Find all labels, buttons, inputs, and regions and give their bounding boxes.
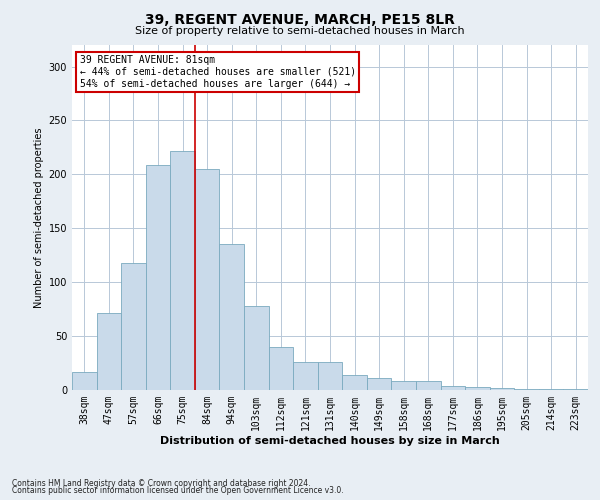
Bar xyxy=(72,372,97,390)
Bar xyxy=(146,164,170,390)
Bar xyxy=(367,378,391,390)
Bar xyxy=(391,382,416,390)
Bar xyxy=(293,362,318,390)
Bar xyxy=(318,362,342,390)
Bar xyxy=(342,375,367,390)
Bar xyxy=(121,263,146,390)
Bar xyxy=(244,306,269,390)
Bar xyxy=(220,244,244,390)
Bar xyxy=(195,169,220,390)
Bar xyxy=(440,386,465,390)
Text: Contains HM Land Registry data © Crown copyright and database right 2024.: Contains HM Land Registry data © Crown c… xyxy=(12,478,311,488)
Text: Size of property relative to semi-detached houses in March: Size of property relative to semi-detach… xyxy=(135,26,465,36)
Bar xyxy=(563,389,588,390)
X-axis label: Distribution of semi-detached houses by size in March: Distribution of semi-detached houses by … xyxy=(160,436,500,446)
Text: 39, REGENT AVENUE, MARCH, PE15 8LR: 39, REGENT AVENUE, MARCH, PE15 8LR xyxy=(145,12,455,26)
Bar xyxy=(170,150,195,390)
Text: 39 REGENT AVENUE: 81sqm
← 44% of semi-detached houses are smaller (521)
54% of s: 39 REGENT AVENUE: 81sqm ← 44% of semi-de… xyxy=(80,56,356,88)
Bar xyxy=(539,389,563,390)
Bar xyxy=(97,314,121,390)
Y-axis label: Number of semi-detached properties: Number of semi-detached properties xyxy=(34,127,44,308)
Bar xyxy=(416,382,440,390)
Bar xyxy=(490,388,514,390)
Bar xyxy=(269,347,293,390)
Bar xyxy=(465,387,490,390)
Text: Contains public sector information licensed under the Open Government Licence v3: Contains public sector information licen… xyxy=(12,486,344,495)
Bar xyxy=(514,389,539,390)
